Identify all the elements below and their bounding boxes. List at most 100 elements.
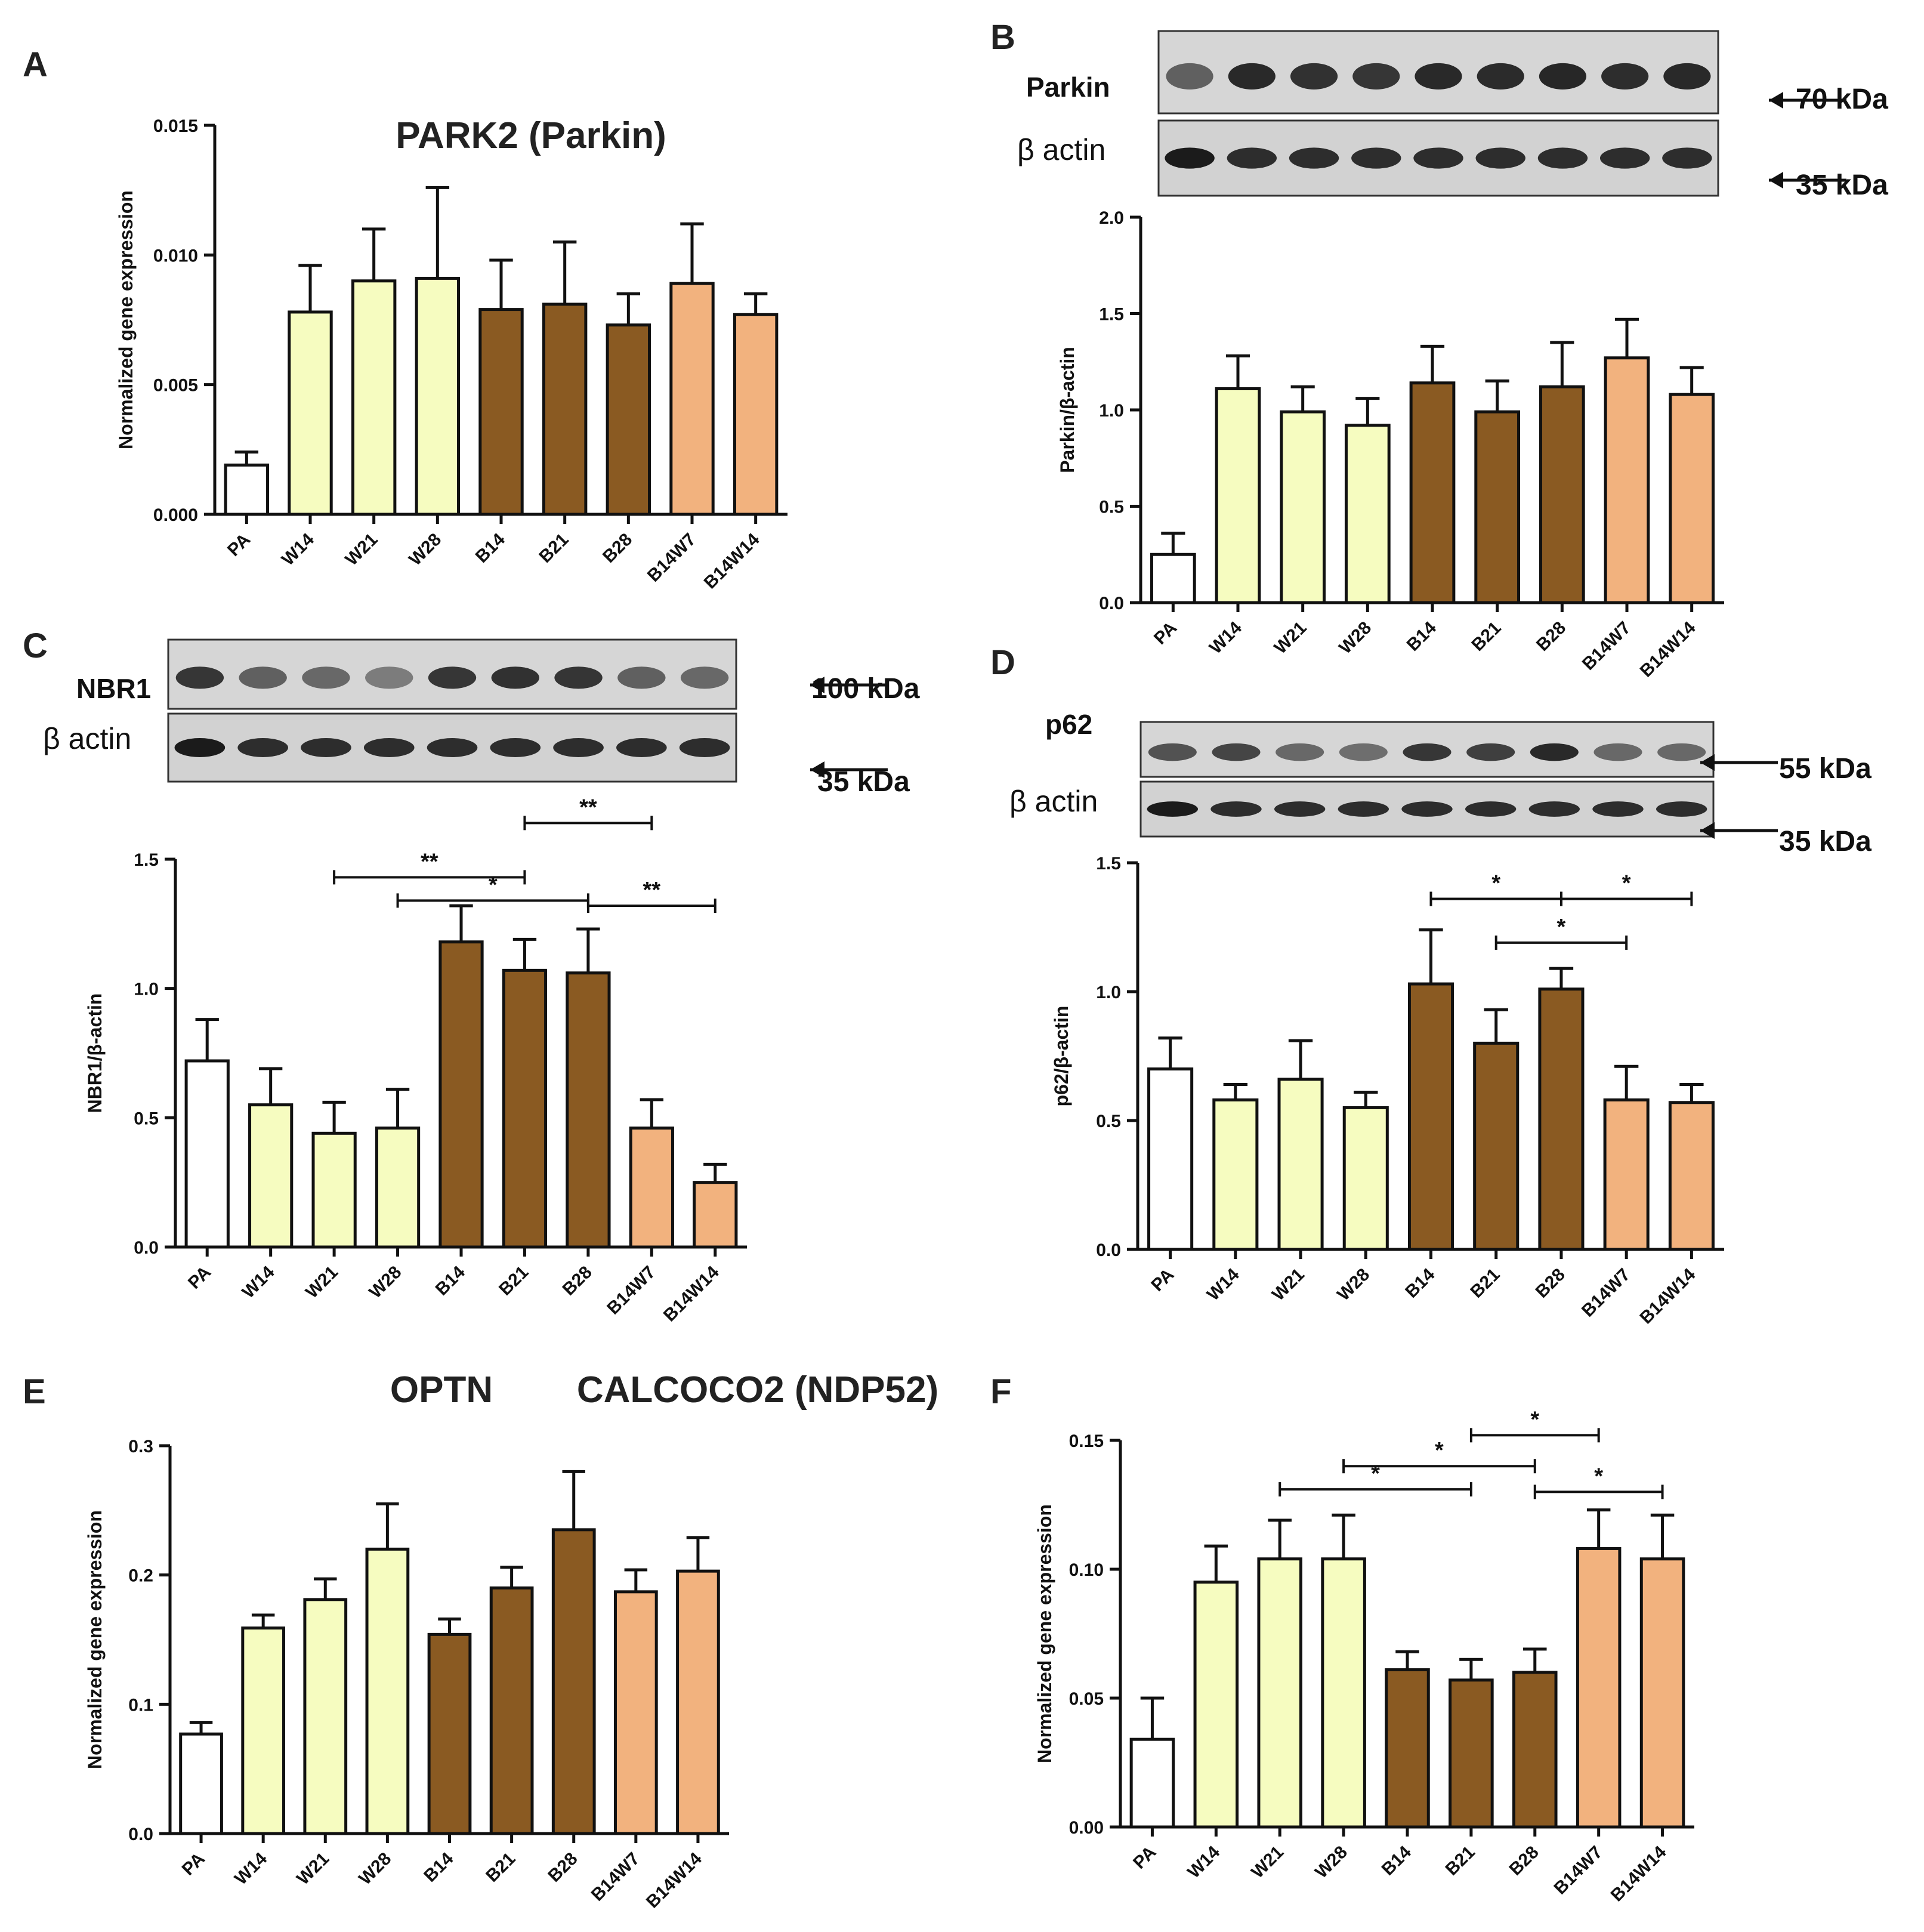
bar-B14W14 [676,1569,720,1835]
blot-band [1165,147,1215,169]
x-tick-label: B28 [544,1849,581,1886]
arrow-head-icon [810,677,824,693]
x-tick-label: PA [178,1849,209,1879]
x-tick-label: B14W7 [603,1263,659,1319]
panel-letter: F [990,1372,1011,1411]
kda-marker: 35 kDa [1779,826,1872,857]
blot-label: β actin [43,722,131,755]
x-tick-label: PA [1147,1265,1178,1295]
blot-band [1662,147,1712,169]
x-tick-label: B14W14 [1636,618,1700,681]
x-tick-label: W28 [355,1849,395,1889]
y-tick-label: 0.10 [1069,1560,1104,1580]
kda-marker: 100 kDa [811,673,920,705]
y-tick-label: 0.15 [1069,1431,1104,1451]
blot-band [1601,63,1649,89]
arrow-head-icon [810,761,824,778]
arrow-head-icon [1769,92,1783,109]
y-tick-label: 1.5 [1096,854,1121,874]
blot-label: NBR1 [76,673,151,704]
bar-B14W7 [669,282,715,516]
chart-title: CALCOCO2 (NDP52) [577,1369,938,1411]
blot-band [554,666,603,689]
blot-band [1148,743,1197,761]
blot-band [1415,63,1462,89]
panel-letter: C [23,626,48,665]
x-tick-label: B14W7 [1551,1843,1607,1899]
blot-band [1413,147,1463,169]
significance-label: * [1435,1438,1444,1463]
blot-band [1530,743,1579,761]
y-tick-label: 0.005 [153,376,198,396]
blot-band [616,738,667,757]
y-tick-label: 1.0 [1096,983,1121,1002]
y-tick-label: 0.010 [153,246,198,266]
y-axis-label: Parkin/β-actin [1057,347,1078,473]
y-tick-label: 0.000 [153,505,198,525]
x-tick-label: PA [224,530,254,560]
x-tick-label: W28 [366,1263,406,1303]
bar-B14W14 [1669,393,1715,604]
bar-PA [1129,1737,1175,1829]
blot-band [1477,63,1524,89]
bar-B21 [1449,1678,1494,1829]
x-tick-label: B14W14 [1636,1264,1699,1328]
panel-E: E OPTN 0.0 0.1 0.2 0.3 Normalized gene express… [23,1369,729,1912]
bar-B14W14 [693,1181,738,1249]
blot-band [239,666,287,689]
y-tick-label: 0.2 [128,1566,153,1586]
y-tick-label: 0.015 [153,116,198,136]
x-tick-label: B14W7 [588,1849,644,1905]
significance-label: * [489,872,498,897]
x-tick-label: W21 [293,1849,333,1889]
blot-band [1401,801,1453,817]
panel-C: C 0.0 0.5 1.0 1.5 NBR1/β-actin PA W14 W21 W28 B14 B… [23,626,920,1325]
bar-B14 [1409,381,1456,604]
x-tick-label: B14W14 [660,1262,723,1325]
bar-B14 [1407,982,1454,1251]
x-tick-label: B28 [1532,1265,1569,1302]
x-tick-label: B14W14 [1607,1842,1670,1905]
panel-letter: D [990,643,1015,682]
x-tick-label: PA [1129,1843,1160,1873]
kda-marker: 35 kDa [817,766,910,798]
blot-band [237,738,288,757]
blot-band [1351,147,1401,169]
significance-label: * [1557,915,1566,940]
x-tick-label: B28 [1533,618,1570,655]
blot-band [1166,63,1213,89]
x-tick-label: B28 [599,530,636,567]
bar-B14W7 [1576,1547,1622,1829]
bar-B14 [1385,1668,1430,1829]
bar-B21 [502,968,548,1249]
blot-band [1465,801,1517,817]
panel-letter: E [23,1372,46,1411]
blot-band [617,666,666,689]
blot-band [1593,743,1642,761]
x-tick-label: B14 [472,529,509,566]
x-tick-label: B14 [432,1262,469,1299]
blot-label: β actin [1009,785,1098,818]
bar-W21 [1277,1078,1324,1251]
bar-PA [224,463,270,516]
blot-band [1663,63,1711,89]
bar-B14 [438,940,484,1249]
kda-marker: 35 kDa [1796,169,1888,201]
blot-band [1338,801,1389,817]
blot-band [679,738,730,757]
blot-band [1212,743,1261,761]
panel-B: B 0.0 0.5 1.0 1.5 2.0 Parkin/β-actin PA W14 W21 W2… [990,18,1888,681]
x-tick-label: B14W7 [1578,1265,1634,1321]
blot-band [1403,743,1452,761]
bar-W14 [1215,387,1261,604]
bar-PA [179,1732,223,1835]
western-blot: NBR1 β actin 100 kDa 35 kDa [43,638,920,798]
x-tick-label: W28 [1335,618,1375,658]
blot-band [302,666,350,689]
y-tick-label: 0.0 [128,1825,153,1844]
y-axis-label: Normalized gene expression [1034,1504,1055,1763]
blot-band [1599,147,1650,169]
x-tick-label: W14 [239,1262,279,1302]
bar-W21 [1280,410,1326,604]
panel-letter: A [23,45,48,84]
